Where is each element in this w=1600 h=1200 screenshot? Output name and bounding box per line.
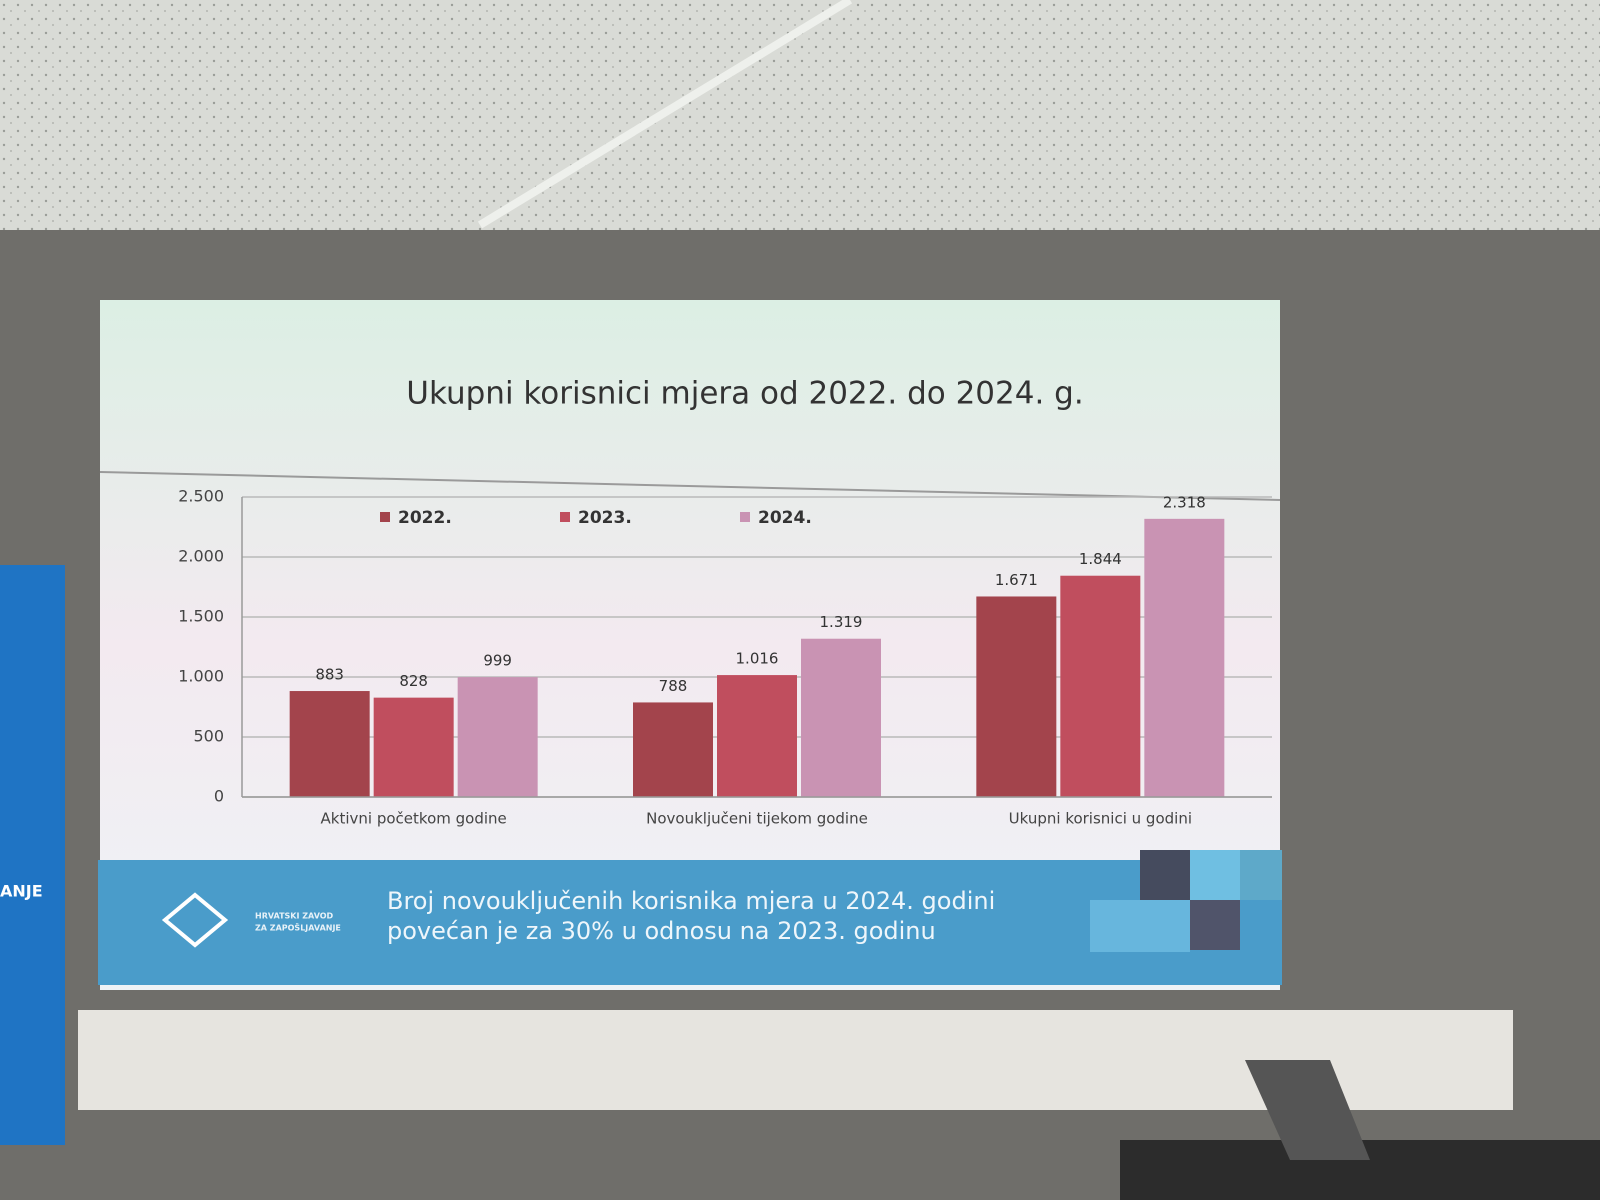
deco-square — [1190, 850, 1240, 900]
logo-text: HRVATSKI ZAVOD — [255, 912, 334, 921]
deco-square — [1140, 850, 1190, 900]
slide-banner — [98, 860, 1282, 985]
chart-title: Ukupni korisnici mjera od 2022. do 2024.… — [406, 376, 1083, 412]
bar — [1060, 575, 1141, 797]
logo-text: ZA ZAPOŠLJAVANJE — [255, 922, 341, 933]
value-label: 1.671 — [995, 571, 1038, 589]
bar — [457, 677, 538, 797]
logo — [161, 892, 229, 948]
bar — [717, 675, 797, 797]
y-tick-label: 1.500 — [178, 607, 224, 626]
legend-swatch — [560, 512, 570, 522]
x-tick-label: Novouključeni tijekom godine — [646, 810, 868, 828]
ceiling-rail — [477, 0, 853, 229]
value-label: 1.319 — [820, 613, 863, 631]
side-banner-text: ANJE — [0, 882, 43, 901]
value-label: 828 — [399, 672, 428, 690]
y-tick-label: 2.000 — [178, 547, 224, 566]
value-label: 1.844 — [1079, 550, 1122, 568]
plot: 0 500 1.000 1.500 2.000 2.500 2022. 2023. 2024. A… — [178, 487, 1272, 828]
x-tick-label: Ukupni korisnici u godini — [1009, 810, 1192, 828]
value-label: 788 — [659, 677, 688, 695]
y-tick-label: 500 — [193, 727, 224, 746]
side-banner — [0, 565, 65, 1145]
banner-text: Broj novouključenih korisnika mjera u 20… — [387, 887, 995, 915]
x-tick-label: Aktivni početkom godine — [321, 810, 507, 828]
value-label: 2.318 — [1163, 493, 1206, 511]
laptop — [1245, 1060, 1370, 1160]
banner-text: povećan je za 30% u odnosu na 2023. godi… — [387, 917, 936, 945]
value-label: 1.016 — [736, 650, 779, 668]
y-tick-label: 2.500 — [178, 487, 224, 506]
legend-swatch — [380, 512, 390, 522]
y-tick-label: 0 — [214, 787, 224, 806]
value-label: 883 — [315, 666, 344, 684]
bar — [801, 638, 881, 797]
bar — [976, 596, 1057, 797]
value-label: 999 — [483, 652, 512, 670]
legend-label: 2024. — [758, 508, 812, 528]
deco-square — [1090, 900, 1190, 952]
y-tick-label: 1.000 — [178, 667, 224, 686]
bar — [633, 702, 713, 797]
legend-label: 2023. — [578, 508, 632, 528]
bar — [373, 697, 454, 797]
deco-square — [1190, 900, 1240, 950]
bar — [1144, 518, 1225, 797]
title-rule — [99, 471, 1281, 501]
legend-swatch — [740, 512, 750, 522]
deco-square — [1240, 850, 1282, 900]
ceiling — [0, 0, 1600, 235]
bar — [289, 691, 370, 797]
legend-label: 2022. — [398, 508, 452, 528]
